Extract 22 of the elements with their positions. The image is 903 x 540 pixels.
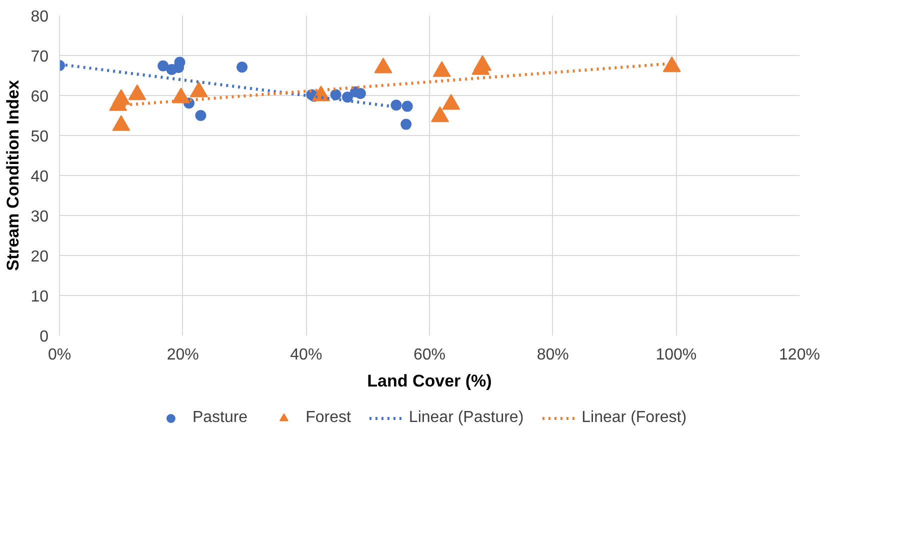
x-tick-label: 120% bbox=[779, 346, 820, 364]
y-axis-title: Stream Condition Index bbox=[4, 80, 23, 271]
x-tick-label: 0% bbox=[48, 346, 72, 364]
y-tick-label: 30 bbox=[30, 208, 49, 226]
y-tick-label: 60 bbox=[30, 88, 49, 106]
y-tick-label: 10 bbox=[30, 288, 49, 306]
y-tick-label: 0 bbox=[40, 328, 49, 346]
legend-label: Pasture bbox=[192, 409, 248, 427]
legend-label: Linear (Forest) bbox=[582, 409, 687, 427]
x-tick-label: 60% bbox=[413, 346, 446, 364]
x-tick-label: 100% bbox=[656, 346, 697, 364]
legend-label: Forest bbox=[306, 409, 351, 427]
y-tick-label: 80 bbox=[30, 8, 49, 26]
y-tick-label: 50 bbox=[30, 128, 49, 146]
x-tick-label: 40% bbox=[290, 346, 322, 364]
y-tick-label: 40 bbox=[30, 168, 49, 186]
y-tick-label: 70 bbox=[30, 48, 49, 66]
x-axis-title: Land Cover (%) bbox=[367, 372, 492, 390]
legend-label: Linear (Pasture) bbox=[408, 409, 524, 427]
x-tick-label: 80% bbox=[536, 346, 569, 364]
y-tick-label: 20 bbox=[30, 248, 49, 266]
x-tick-label: 20% bbox=[166, 346, 199, 364]
